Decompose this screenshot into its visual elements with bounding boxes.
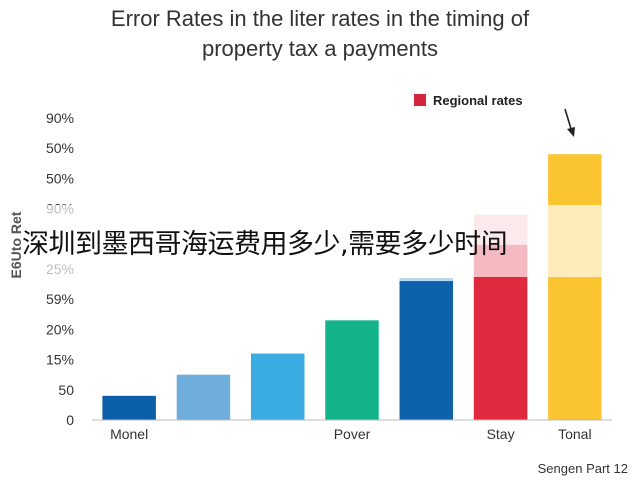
legend-swatch (414, 94, 426, 106)
bars (102, 154, 602, 421)
chart-title-line-1: Error Rates in the liter rates in the ti… (110, 6, 530, 31)
y-tick-label: 15% (46, 352, 74, 368)
chart-title: Error Rates in the liter rates in the ti… (40, 4, 600, 64)
x-tick-label: Monel (110, 426, 148, 442)
x-tick-label: Tonal (558, 426, 591, 442)
bar (548, 154, 602, 421)
bar (325, 320, 379, 420)
bar (399, 281, 454, 420)
x-tick-label: Stay (487, 426, 515, 442)
bar (102, 395, 156, 420)
bar (176, 374, 231, 420)
y-axis-side-label: E6Uto Ret (8, 211, 24, 279)
overlay-band (0, 205, 640, 277)
y-tick-label: 20% (46, 321, 74, 337)
legend-arrow (564, 108, 575, 137)
legend-label: Regional rates (433, 93, 523, 108)
chart-title-line-2: property tax a payments (201, 36, 438, 61)
overlay-caption: 深圳到墨西哥海运费用多少,需要多少时间 (22, 229, 508, 260)
legend: Regional rates (414, 93, 523, 108)
y-tick-label: 0 (66, 412, 74, 428)
y-tick-label: 50% (46, 140, 74, 156)
x-tick-label: Pover (334, 426, 371, 442)
bar (250, 353, 305, 420)
x-axis-labels: Monel Pover Stay Tonal (110, 426, 592, 442)
y-tick-label: 59% (46, 291, 74, 307)
footer-note: Sengen Part 12 (537, 461, 628, 476)
y-tick-label: 90% (46, 110, 74, 126)
y-tick-label: 50 (58, 382, 74, 398)
y-tick-label: 50% (46, 170, 74, 186)
